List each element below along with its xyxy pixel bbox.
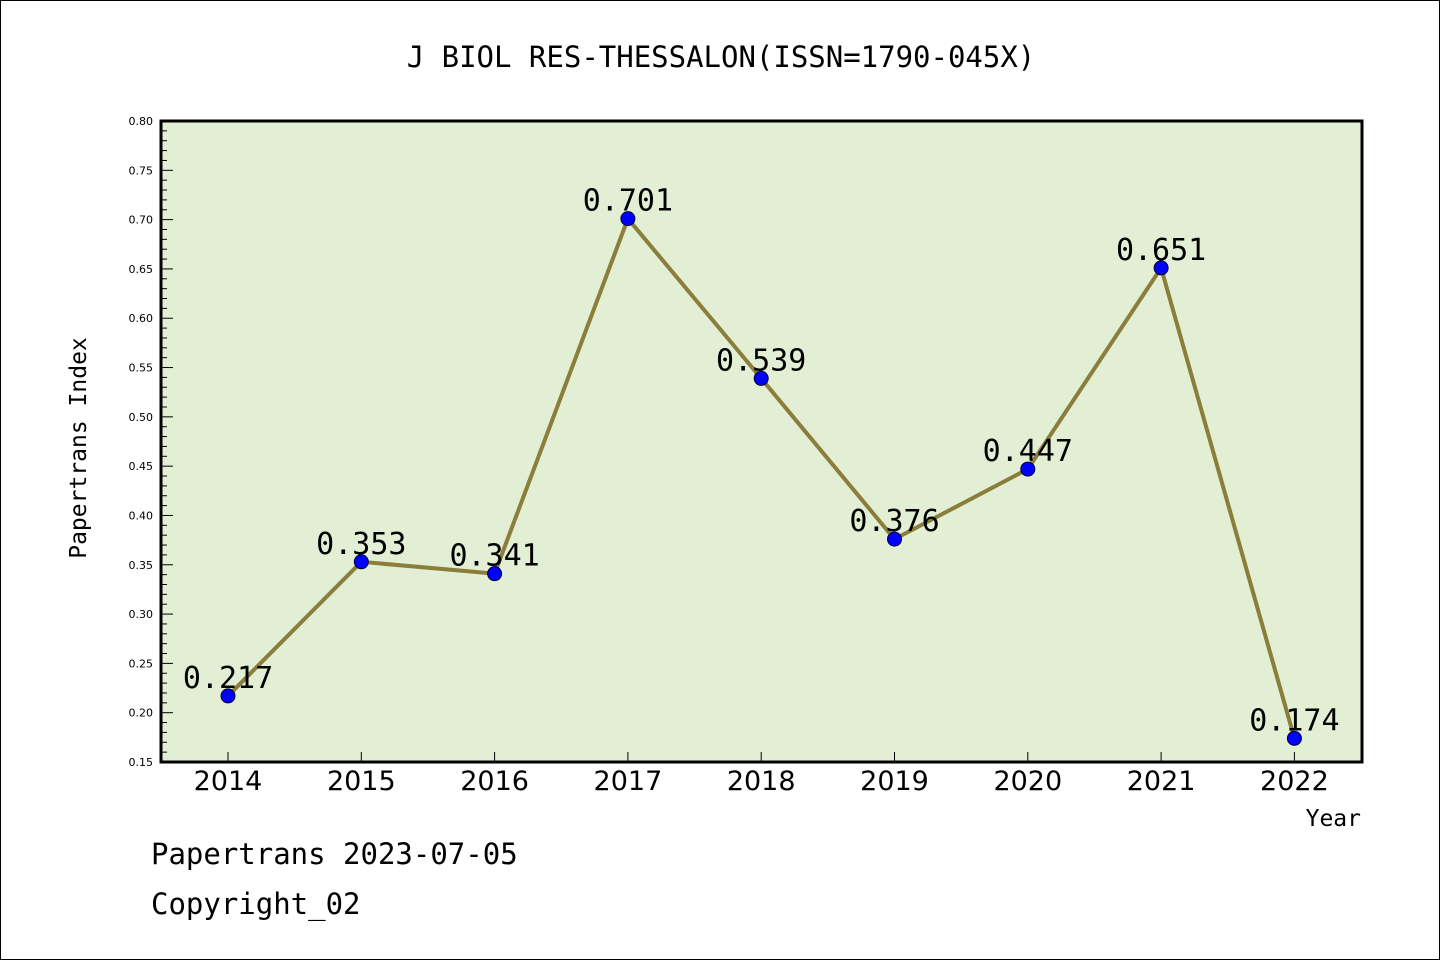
footer-source: Papertrans 2023-07-05 [151, 837, 518, 871]
data-points [220, 211, 1302, 746]
y-axis-label: Papertrans Index [66, 337, 92, 559]
x-tick-label: 2014 [194, 766, 263, 797]
data-labels: 0.217 0.353 0.341 0.701 0.539 0.376 0.447 0.651… [183, 184, 1340, 739]
x-tick-label: 2016 [460, 766, 529, 797]
y-tick-label: 0.20 [129, 707, 154, 720]
data-point [887, 531, 902, 547]
x-tick-label: 2018 [727, 766, 796, 797]
x-tick-label: 2020 [993, 766, 1062, 797]
data-label: 0.353 [316, 527, 406, 562]
data-label: 0.174 [1249, 703, 1339, 738]
x-tick-label: 2019 [860, 766, 929, 797]
data-point [753, 370, 769, 386]
y-tick-label: 0.50 [129, 411, 154, 424]
y-tick-label: 0.75 [129, 164, 154, 177]
y-tick-label: 0.65 [129, 263, 154, 276]
data-point [353, 554, 369, 570]
plot-area [161, 121, 1362, 762]
y-tick-label: 0.55 [129, 362, 154, 375]
x-tick-label: 2021 [1127, 766, 1196, 797]
x-axis-label: Year [1306, 806, 1361, 832]
plot-frame [159, 119, 1364, 764]
y-tick-label: 0.30 [129, 608, 154, 621]
x-tick-label: 2017 [594, 766, 663, 797]
footer-copyright: Copyright_02 [151, 887, 361, 921]
y-tick-label: 0.45 [129, 460, 154, 473]
data-label: 0.651 [1116, 233, 1206, 268]
data-point [1153, 260, 1169, 276]
y-tick-label: 0.80 [129, 115, 154, 128]
x-axis-ticks: 2014 2015 2016 2017 2018 2019 2020 2021 2022 [194, 752, 1329, 797]
data-label: 0.217 [183, 661, 273, 696]
y-tick-label: 0.15 [129, 756, 154, 769]
data-label: 0.376 [849, 504, 939, 539]
data-point [220, 688, 236, 704]
y-tick-label: 0.25 [129, 657, 154, 670]
x-tick-label: 2022 [1260, 766, 1329, 797]
y-tick-label: 0.70 [129, 214, 154, 227]
data-label: 0.341 [449, 539, 539, 574]
y-tick-label: 0.35 [129, 559, 154, 572]
data-label: 0.447 [983, 434, 1073, 469]
data-point [1286, 730, 1302, 746]
y-tick-label: 0.40 [129, 509, 154, 522]
x-tick-label: 2015 [327, 766, 396, 797]
data-point [487, 566, 503, 582]
data-label: 0.701 [583, 184, 673, 219]
chart-title: J BIOL RES-THESSALON(ISSN=1790-045X) [407, 40, 1036, 74]
data-point [1020, 461, 1036, 477]
y-axis-ticks: 0.15 0.20 0.25 0.30 0.35 0.40 0.45 0.50 0.55 0.60… [129, 115, 154, 769]
y-tick-label: 0.60 [129, 312, 154, 325]
data-point [620, 211, 636, 227]
data-label: 0.539 [716, 343, 806, 378]
